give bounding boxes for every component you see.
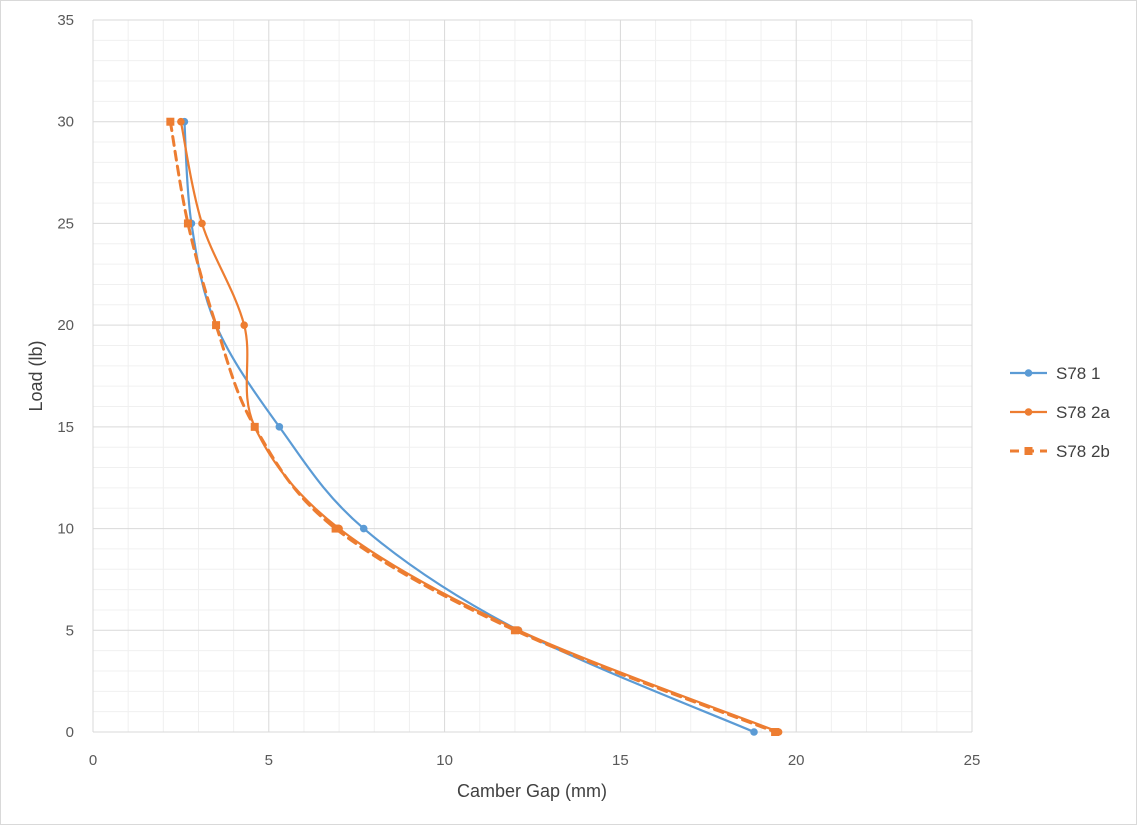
series-s78-2b bbox=[166, 117, 780, 736]
series-layer bbox=[166, 117, 783, 736]
y-tick-label: 10 bbox=[57, 521, 74, 538]
series-s78-2a-marker bbox=[240, 321, 248, 329]
series-s78-2b-marker bbox=[212, 321, 221, 330]
series-s78-2b-marker bbox=[771, 728, 780, 736]
y-tick-label: 15 bbox=[57, 419, 74, 436]
x-tick-label: 10 bbox=[436, 752, 453, 769]
major-gridlines bbox=[92, 19, 973, 733]
x-axis-ticks: 0 5 10 15 20 25 bbox=[89, 752, 981, 769]
y-tick-label: 35 bbox=[57, 12, 74, 29]
y-tick-label: 0 bbox=[66, 724, 74, 741]
series-s78-2b-marker bbox=[331, 524, 340, 533]
series-s78-2a-marker bbox=[198, 219, 206, 228]
legend-item-s78-1: S78 1 bbox=[1010, 364, 1100, 383]
legend-item-s78-1-marker bbox=[1024, 369, 1033, 377]
legend: S78 1 S78 2a S78 2b bbox=[1010, 364, 1110, 461]
y-axis-ticks: 0 5 10 15 20 25 30 35 bbox=[57, 12, 74, 741]
y-axis-title: Load (lb) bbox=[26, 340, 46, 411]
series-s78-2b-line bbox=[168, 120, 777, 734]
y-tick-label: 25 bbox=[57, 215, 74, 232]
series-s78-2b-marker bbox=[250, 422, 259, 431]
x-tick-label: 25 bbox=[964, 752, 981, 769]
x-tick-label: 0 bbox=[89, 752, 97, 769]
legend-item-s78-2b: S78 2b bbox=[1010, 442, 1110, 461]
series-s78-2a-marker bbox=[177, 117, 185, 126]
series-s78-2b-marker bbox=[183, 219, 192, 228]
series-s78-2b-marker bbox=[166, 117, 175, 126]
x-axis-title: Camber Gap (mm) bbox=[457, 781, 607, 801]
x-tick-label: 20 bbox=[788, 752, 805, 769]
legend-item-s78-1-label: S78 1 bbox=[1056, 364, 1100, 383]
minor-gridlines bbox=[93, 20, 972, 732]
y-tick-label: 30 bbox=[57, 114, 74, 131]
legend-item-s78-2a-marker bbox=[1024, 408, 1033, 416]
y-tick-label: 5 bbox=[66, 622, 74, 639]
legend-item-s78-2b-marker bbox=[1024, 447, 1033, 455]
x-tick-label: 5 bbox=[265, 752, 273, 769]
legend-item-s78-2b-label: S78 2b bbox=[1056, 442, 1110, 461]
legend-item-s78-2a: S78 2a bbox=[1010, 403, 1110, 422]
x-tick-label: 15 bbox=[612, 752, 629, 769]
series-s78-2b-marker bbox=[510, 626, 519, 635]
series-s78-1-marker bbox=[359, 524, 368, 533]
series-s78-1-marker bbox=[750, 728, 758, 736]
legend-item-s78-2a-label: S78 2a bbox=[1056, 403, 1110, 422]
y-tick-label: 20 bbox=[57, 317, 74, 334]
series-s78-1-marker bbox=[275, 423, 284, 431]
